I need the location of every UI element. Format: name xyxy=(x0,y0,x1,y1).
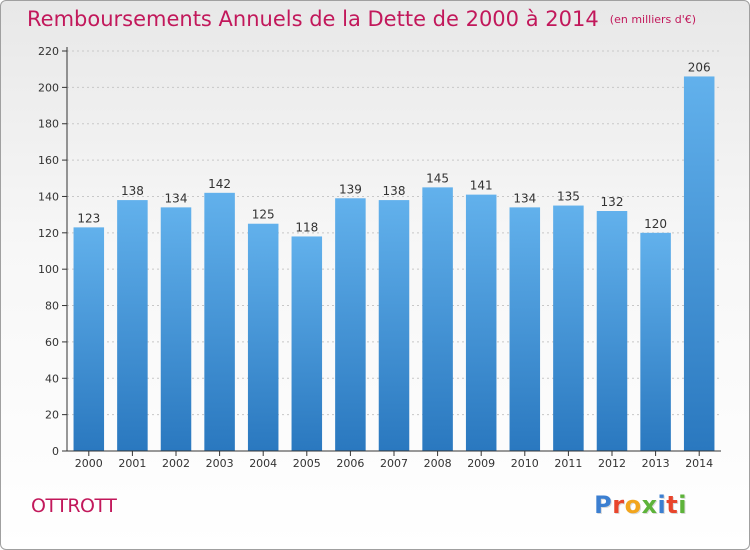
data-label: 135 xyxy=(557,190,580,204)
data-label: 123 xyxy=(77,211,100,225)
y-tick-label: 0 xyxy=(52,445,59,458)
bar xyxy=(509,207,541,451)
x-tick-label: 2006 xyxy=(336,457,364,470)
label-layer: 0 20 40 60 80 100 120 140 160 180 200 220 123 2000 138… xyxy=(38,45,713,470)
y-tick-label: 220 xyxy=(38,45,59,58)
data-label: 206 xyxy=(688,60,711,74)
bar xyxy=(117,200,148,451)
axis-layer xyxy=(62,47,721,456)
x-tick-label: 2001 xyxy=(118,457,146,470)
y-tick-label: 120 xyxy=(38,227,59,240)
y-tick-label: 80 xyxy=(45,300,59,313)
bar xyxy=(553,205,584,451)
bar xyxy=(204,192,235,451)
bar xyxy=(378,200,410,451)
x-tick-label: 2003 xyxy=(206,457,234,470)
bar xyxy=(596,211,628,451)
logo-letter: o xyxy=(624,491,642,519)
y-tick-label: 100 xyxy=(38,263,59,276)
data-label: 138 xyxy=(121,184,144,198)
data-label: 118 xyxy=(295,220,318,234)
logo-letter: i xyxy=(678,491,687,519)
chart-title: Remboursements Annuels de la Dette de 20… xyxy=(27,7,696,31)
data-label: 145 xyxy=(426,171,449,185)
logo-letter: t xyxy=(666,491,679,519)
x-tick-label: 2000 xyxy=(75,457,103,470)
x-tick-label: 2010 xyxy=(511,457,539,470)
logo-letter: x xyxy=(641,491,658,519)
data-label: 134 xyxy=(165,191,188,205)
bar-layer xyxy=(73,76,715,452)
data-label: 125 xyxy=(252,208,275,222)
data-label: 141 xyxy=(470,179,493,193)
bar xyxy=(247,223,279,451)
y-tick-label: 200 xyxy=(38,81,59,94)
y-tick-label: 180 xyxy=(38,118,59,131)
data-label: 134 xyxy=(513,191,536,205)
bar xyxy=(291,236,323,451)
bar xyxy=(640,232,671,451)
data-label: 142 xyxy=(208,177,231,191)
x-tick-label: 2008 xyxy=(424,457,452,470)
bar xyxy=(73,227,105,451)
data-label: 120 xyxy=(644,217,667,231)
data-label: 132 xyxy=(601,195,624,209)
bar xyxy=(335,198,366,451)
proxiti-logo: Proxiti xyxy=(594,491,687,519)
title-text: Remboursements Annuels de la Dette de 20… xyxy=(27,7,599,31)
data-label: 138 xyxy=(383,184,406,198)
bar xyxy=(160,207,192,451)
y-tick-label: 40 xyxy=(45,372,59,385)
data-label: 139 xyxy=(339,182,362,196)
x-tick-label: 2014 xyxy=(685,457,713,470)
logo-letter: r xyxy=(612,491,625,519)
x-tick-label: 2013 xyxy=(642,457,670,470)
bar xyxy=(465,194,497,452)
x-tick-label: 2009 xyxy=(467,457,495,470)
y-tick-label: 20 xyxy=(45,409,59,422)
unit-note: (en milliers d'€) xyxy=(609,13,697,26)
x-tick-label: 2005 xyxy=(293,457,321,470)
x-tick-label: 2002 xyxy=(162,457,190,470)
x-tick-label: 2007 xyxy=(380,457,408,470)
bar xyxy=(683,76,715,452)
x-tick-label: 2011 xyxy=(554,457,582,470)
bar xyxy=(422,187,453,451)
commune-name: OTTROTT xyxy=(31,495,117,517)
y-tick-label: 60 xyxy=(45,336,59,349)
logo-letter: i xyxy=(657,491,667,519)
logo-letter: P xyxy=(594,491,613,519)
y-tick-label: 140 xyxy=(38,190,59,203)
x-tick-label: 2004 xyxy=(249,457,277,470)
y-tick-label: 160 xyxy=(38,154,59,167)
x-tick-label: 2012 xyxy=(598,457,626,470)
